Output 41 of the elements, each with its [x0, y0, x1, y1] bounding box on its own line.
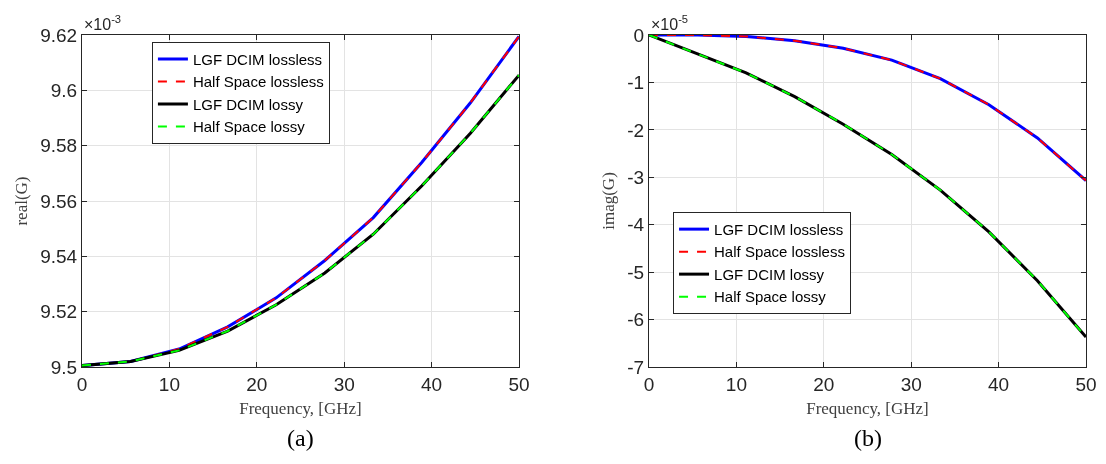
- x-tick-label: 30: [900, 373, 922, 395]
- x-tick-label: 10: [158, 373, 180, 395]
- y-tick-label: 9.6: [50, 79, 78, 101]
- x-axis-title: Frequency, [GHz]: [806, 399, 929, 419]
- y-axis-title: imag(G): [598, 172, 618, 230]
- text: (a): [287, 425, 314, 451]
- legend-label: LGF DCIM lossy: [192, 95, 304, 113]
- legend-label: Half Space lossless: [192, 73, 324, 91]
- y-tick-label: 9.58: [40, 135, 78, 157]
- legend-label: LGF DCIM lossy: [714, 265, 825, 283]
- x-tick-label: 20: [246, 373, 268, 395]
- y-tick-label: 9.56: [40, 190, 78, 212]
- y-tick-label: -5: [627, 261, 645, 283]
- y-tick-label: -4: [627, 214, 645, 236]
- legend-label: Half Space lossy: [714, 288, 827, 306]
- y-tick-label: 9.54: [40, 245, 78, 267]
- x-axis-title: Frequency, [GHz]: [239, 399, 362, 419]
- text: (b): [854, 425, 882, 451]
- text: ×10$^{-5}$: [651, 13, 689, 33]
- x-tick-label: 10: [725, 373, 747, 395]
- x-tick-label: 40: [421, 373, 443, 395]
- x-tick-label: 40: [988, 373, 1010, 395]
- y-tick-label: -3: [627, 166, 645, 188]
- x-tick-label: 50: [508, 373, 530, 395]
- legend-label: LGF DCIM lossless: [192, 50, 323, 68]
- y-tick-label: -2: [627, 119, 645, 141]
- y-tick-label: 9.5: [50, 356, 78, 378]
- y-tick-label: -1: [627, 72, 645, 94]
- legend-label: LGF DCIM lossless: [714, 220, 844, 238]
- y-tick-label: 9.52: [40, 301, 78, 323]
- y-tick-label: -6: [627, 309, 645, 331]
- x-tick-label: 30: [333, 373, 355, 395]
- x-tick-label: 20: [813, 373, 835, 395]
- legend-label: Half Space lossy: [192, 118, 306, 136]
- y-tick-label: -7: [627, 356, 645, 378]
- x-tick-label: 50: [1075, 373, 1097, 395]
- y-tick-label: 0: [633, 24, 645, 46]
- y-tick-label: 9.62: [40, 24, 78, 46]
- text: ×10$^{-3}$: [84, 13, 122, 33]
- y-axis-title: real(G): [11, 176, 31, 226]
- legend-label: Half Space lossless: [714, 243, 845, 261]
